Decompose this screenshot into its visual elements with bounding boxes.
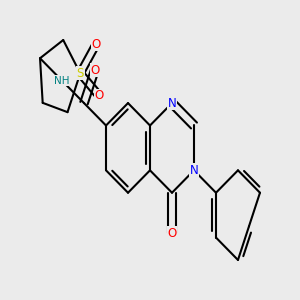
Text: O: O [167, 226, 177, 240]
Text: O: O [92, 38, 101, 51]
Text: O: O [90, 64, 99, 76]
Text: O: O [94, 89, 104, 102]
Text: N: N [168, 97, 176, 110]
Text: S: S [76, 67, 84, 80]
Text: N: N [190, 164, 198, 177]
Text: NH: NH [54, 76, 70, 86]
